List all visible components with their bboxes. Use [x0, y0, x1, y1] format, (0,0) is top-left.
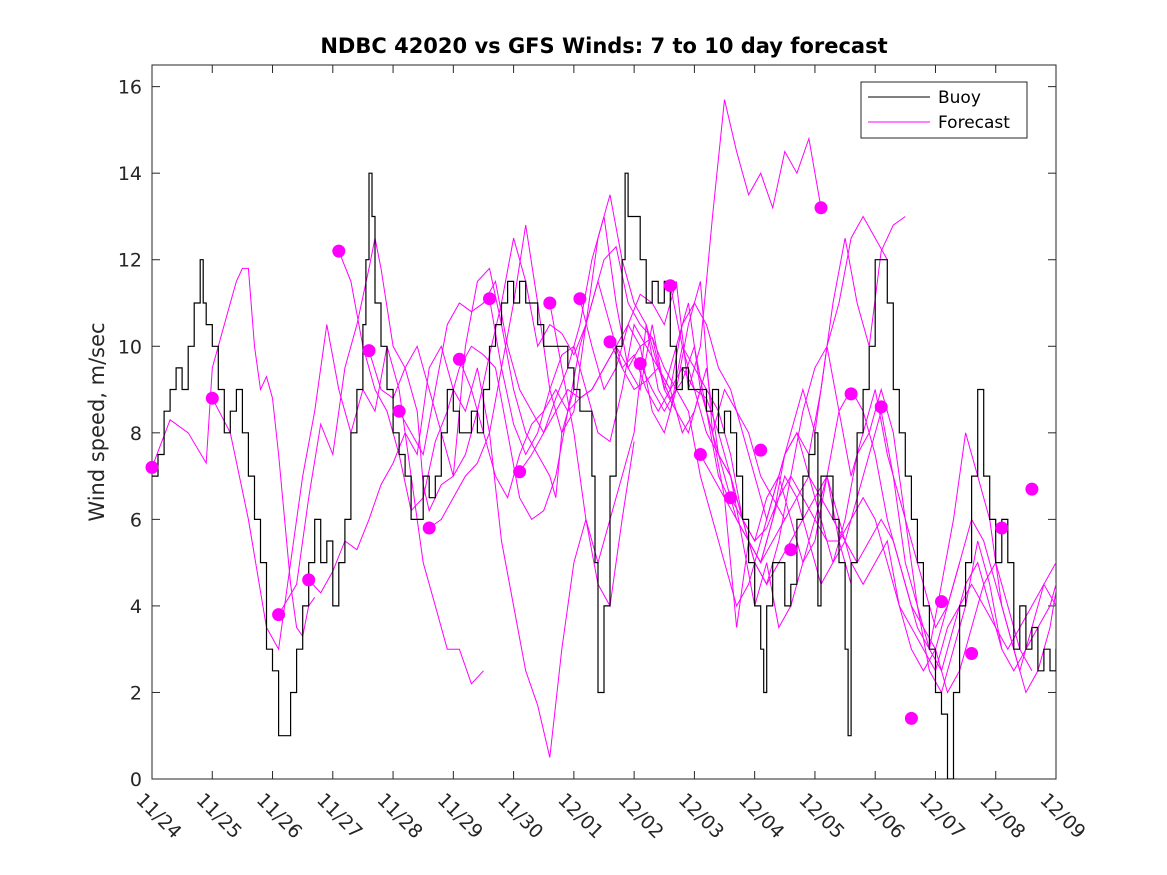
forecast-marker-10	[483, 292, 496, 306]
forecast-marker-15	[633, 357, 647, 371]
plot-series	[152, 99, 1056, 779]
forecast-marker-23	[874, 400, 888, 414]
forecast-marker-14	[603, 335, 617, 349]
forecast-marker-12	[543, 296, 557, 310]
forecast-marker-19	[754, 443, 768, 457]
forecast-marker-28	[1025, 482, 1039, 496]
y-tick-label: 0	[130, 769, 142, 791]
forecast-marker-9	[452, 352, 466, 366]
forecast-line-5	[338, 245, 677, 521]
y-axis: 0 2 4 6 8 10 12 14 16	[118, 77, 1056, 791]
buoy-line	[152, 172, 1056, 779]
forecast-marker-2	[205, 391, 219, 405]
forecast-marker-20	[784, 543, 798, 557]
y-tick-label: 2	[130, 682, 142, 704]
y-tick-label: 4	[130, 596, 142, 618]
y-tick-label: 8	[130, 423, 142, 445]
forecast-marker-27	[995, 521, 1009, 535]
forecast-line-6	[368, 237, 732, 503]
forecast-marker-24	[904, 711, 918, 725]
forecast-marker-17	[693, 448, 707, 461]
y-tick-label: 14	[118, 163, 142, 185]
forecast-line-1	[152, 267, 316, 638]
forecast-marker-1	[145, 460, 159, 474]
forecast-marker-7	[392, 404, 406, 418]
forecast-marker-4	[302, 573, 316, 587]
y-tick-label: 12	[118, 250, 142, 272]
legend: Buoy Forecast	[860, 81, 1028, 139]
forecast-marker-25	[935, 595, 948, 609]
forecast-line-13	[579, 281, 1003, 694]
chart-title: NDBC 42020 vs GFS Winds: 7 to 10 day for…	[320, 34, 887, 58]
forecast-line-8	[428, 194, 852, 629]
forecast-marker-8	[422, 521, 436, 535]
y-tick-label: 10	[118, 336, 142, 358]
forecast-marker-13	[573, 292, 587, 306]
forecast-line-9	[458, 99, 822, 500]
series-group	[145, 99, 1056, 779]
forecast-marker-3	[272, 608, 286, 622]
forecast-marker-16	[663, 279, 677, 293]
legend-label-buoy: Buoy	[938, 88, 981, 108]
legend-label-forecast: Forecast	[938, 113, 1010, 133]
forecast-marker-5	[332, 244, 346, 258]
forecast-marker-18	[724, 491, 738, 505]
y-tick-label: 6	[130, 509, 142, 531]
forecast-marker-21	[814, 201, 828, 215]
forecast-line-18	[730, 475, 1056, 673]
forecast-marker-26	[965, 647, 979, 660]
y-axis-label: Wind speed, m/sec	[85, 322, 109, 521]
forecast-marker-11	[513, 465, 527, 479]
forecast-marker-6	[362, 344, 376, 358]
forecast-marker-22	[844, 387, 858, 401]
legend-box	[860, 81, 1028, 139]
y-tick-label: 16	[118, 77, 142, 99]
